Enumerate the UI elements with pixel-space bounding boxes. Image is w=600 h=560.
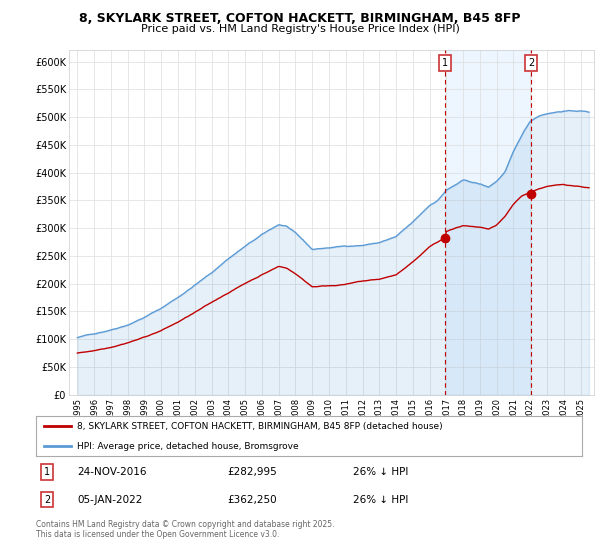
Text: HPI: Average price, detached house, Bromsgrove: HPI: Average price, detached house, Brom… <box>77 442 299 451</box>
Bar <box>445 50 531 395</box>
Text: 26% ↓ HPI: 26% ↓ HPI <box>353 467 408 477</box>
Text: 8, SKYLARK STREET, COFTON HACKETT, BIRMINGHAM, B45 8FP (detached house): 8, SKYLARK STREET, COFTON HACKETT, BIRMI… <box>77 422 443 431</box>
Text: £282,995: £282,995 <box>227 467 277 477</box>
Text: 24-NOV-2016: 24-NOV-2016 <box>77 467 146 477</box>
Text: £362,250: £362,250 <box>227 494 277 505</box>
Text: 1: 1 <box>44 467 50 477</box>
Text: 8, SKYLARK STREET, COFTON HACKETT, BIRMINGHAM, B45 8FP: 8, SKYLARK STREET, COFTON HACKETT, BIRMI… <box>79 12 521 25</box>
Text: 2: 2 <box>528 58 534 68</box>
Text: 2: 2 <box>44 494 50 505</box>
Text: 1: 1 <box>442 58 448 68</box>
Text: Contains HM Land Registry data © Crown copyright and database right 2025.
This d: Contains HM Land Registry data © Crown c… <box>36 520 335 539</box>
Text: 26% ↓ HPI: 26% ↓ HPI <box>353 494 408 505</box>
Text: Price paid vs. HM Land Registry's House Price Index (HPI): Price paid vs. HM Land Registry's House … <box>140 24 460 34</box>
Text: 05-JAN-2022: 05-JAN-2022 <box>77 494 142 505</box>
